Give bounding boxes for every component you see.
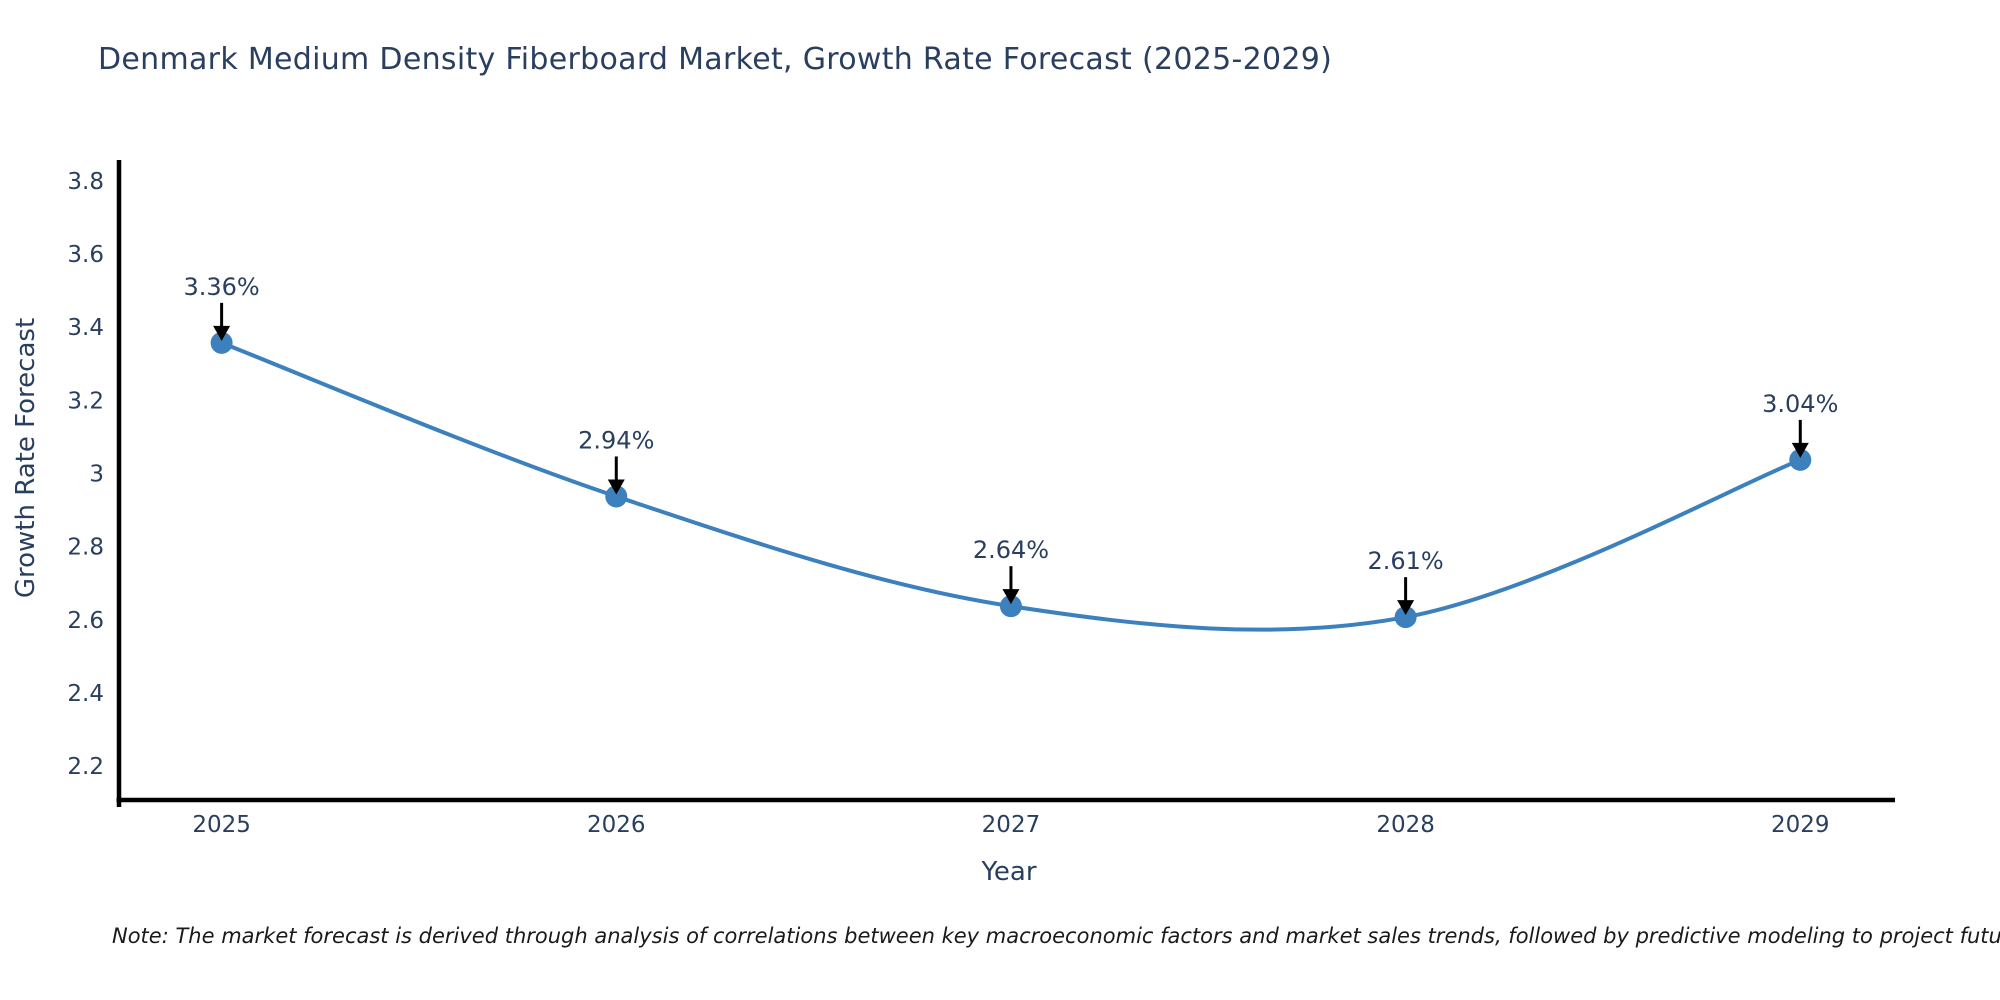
data-point-2027 bbox=[999, 595, 1022, 618]
y-tick-label: 2.4 bbox=[67, 681, 104, 707]
y-tick-label: 2.2 bbox=[67, 754, 104, 780]
data-point-2025 bbox=[210, 331, 233, 354]
y-tick-label: 3.6 bbox=[67, 242, 104, 268]
y-tick-label: 3.2 bbox=[67, 388, 104, 414]
annotation-arrowhead bbox=[607, 479, 625, 495]
chart-title: Denmark Medium Density Fiberboard Market… bbox=[98, 42, 1333, 77]
data-point-2028 bbox=[1394, 606, 1417, 629]
y-tick-label: 2.6 bbox=[67, 608, 104, 634]
y-tick-label: 3.8 bbox=[67, 169, 104, 195]
data-point-2029 bbox=[1789, 448, 1812, 471]
y-tick-label: 2.8 bbox=[67, 535, 104, 561]
x-tick-label: 2028 bbox=[1376, 812, 1435, 838]
y-tick-label: 3.4 bbox=[67, 315, 104, 341]
y-axis-title: Growth Rate Forecast bbox=[11, 317, 41, 599]
annotation-label: 2.61% bbox=[1367, 547, 1443, 575]
data-point-2026 bbox=[605, 485, 628, 508]
annotation-label: 3.04% bbox=[1762, 390, 1838, 418]
annotation-arrowhead bbox=[1002, 589, 1020, 605]
annotation-arrowhead bbox=[1791, 442, 1809, 458]
x-axis-title: Year bbox=[981, 857, 1037, 887]
x-tick-label: 2025 bbox=[192, 812, 251, 838]
footnote: Note: The market forecast is derived thr… bbox=[112, 924, 2000, 948]
annotation-label: 2.94% bbox=[578, 426, 654, 454]
annotation-label: 2.64% bbox=[973, 536, 1049, 564]
x-tick-label: 2029 bbox=[1771, 812, 1830, 838]
annotation-arrowhead bbox=[1397, 600, 1415, 616]
x-tick-label: 2026 bbox=[587, 812, 646, 838]
x-tick-label: 2027 bbox=[982, 812, 1041, 838]
annotation-label: 3.36% bbox=[183, 273, 259, 301]
y-tick-label: 3 bbox=[89, 462, 104, 488]
annotation-arrowhead bbox=[213, 325, 231, 341]
